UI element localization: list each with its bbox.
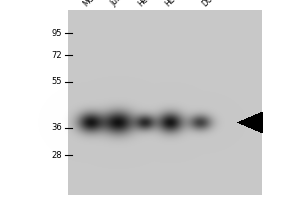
Text: MOLT-4: MOLT-4 [82, 0, 107, 8]
Text: 55: 55 [52, 77, 62, 86]
Text: HL-60: HL-60 [164, 0, 186, 8]
Text: 72: 72 [51, 50, 62, 60]
Text: DU145: DU145 [201, 0, 225, 8]
Text: 95: 95 [52, 28, 62, 38]
Text: Jurkat: Jurkat [109, 0, 131, 8]
Text: Hela: Hela [136, 0, 155, 8]
Text: 28: 28 [51, 150, 62, 160]
Text: 36: 36 [51, 123, 62, 132]
